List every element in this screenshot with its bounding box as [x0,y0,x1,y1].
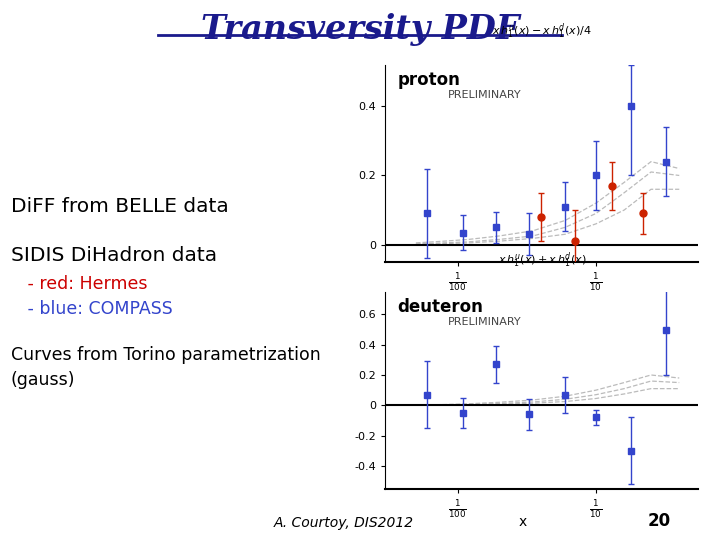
Text: x: x [518,516,526,530]
Text: model-independent extraction
in collinear approximation: model-independent extraction in collinea… [20,100,328,146]
Text: - blue: COMPASS: - blue: COMPASS [11,300,173,318]
Text: PRELIMINARY: PRELIMINARY [448,90,521,100]
Text: $x\,h_1^{u}(x) - x\,h_1^{d}(x)/4$: $x\,h_1^{u}(x) - x\,h_1^{d}(x)/4$ [492,21,592,40]
Text: - red: Hermes: - red: Hermes [11,275,148,293]
Text: PRELIMINARY: PRELIMINARY [448,317,521,327]
Text: 20: 20 [648,512,671,530]
Text: Curves from Torino parametrization
(gauss): Curves from Torino parametrization (gaus… [11,346,320,389]
Text: A. Courtoy, DIS2012: A. Courtoy, DIS2012 [274,516,414,530]
Text: proton: proton [397,71,461,89]
Text: Transversity PDF: Transversity PDF [201,14,519,46]
Text: $x\,h_1^{u}(x) + x\,h_1^{d}(x)$: $x\,h_1^{u}(x) + x\,h_1^{d}(x)$ [498,251,586,270]
Text: SIDIS DiHadron data: SIDIS DiHadron data [11,246,217,265]
Text: deuteron: deuteron [397,298,484,315]
Text: DiFF from BELLE data: DiFF from BELLE data [11,197,228,216]
